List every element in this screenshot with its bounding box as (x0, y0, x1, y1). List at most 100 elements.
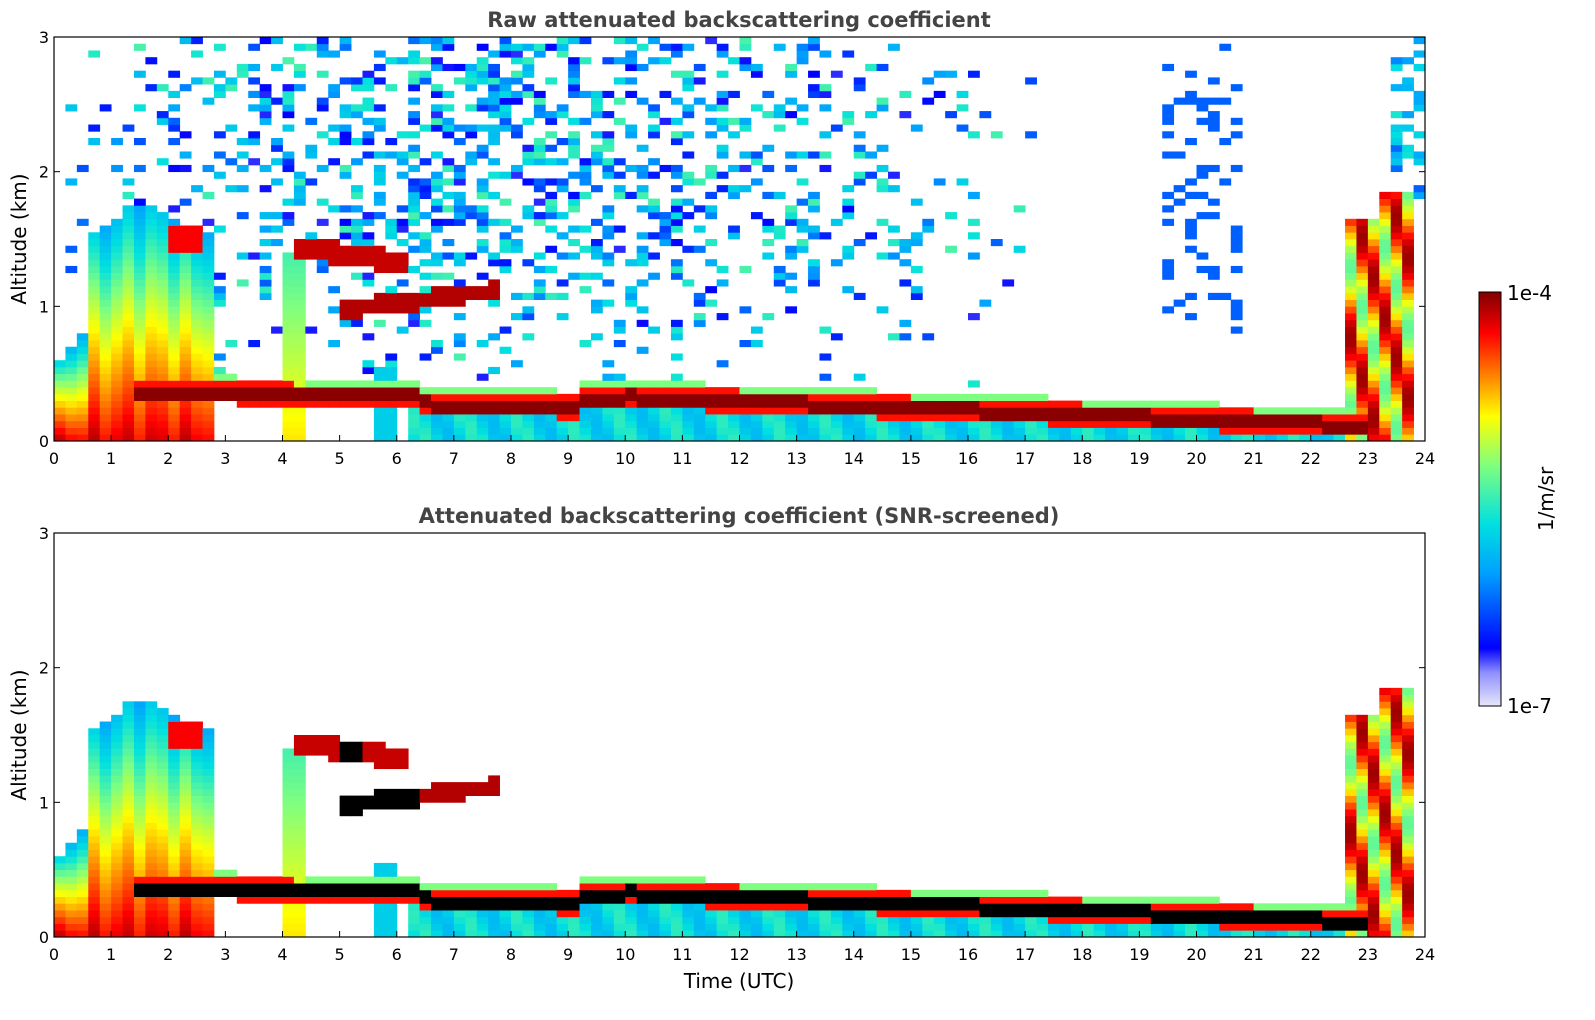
heatmap-cell (808, 151, 820, 159)
heatmap-cell (819, 50, 832, 58)
heatmap-cell (76, 387, 89, 395)
heatmap-cell (773, 916, 786, 924)
heatmap-cell (431, 185, 443, 193)
heatmap-cell (465, 151, 478, 159)
heatmap-cell (716, 407, 729, 415)
heatmap-cell (373, 245, 386, 253)
heatmap-cell (670, 212, 683, 220)
heatmap-cell (602, 164, 615, 173)
heatmap-cell (88, 400, 101, 408)
heatmap-cell (419, 889, 432, 897)
heatmap-cell (625, 434, 638, 442)
heatmap-cell (1402, 205, 1414, 213)
heatmap-cell (1002, 393, 1015, 401)
heatmap-cell (1402, 144, 1414, 152)
heatmap-cell (111, 420, 123, 428)
heatmap-cell (99, 360, 112, 368)
heatmap-cell (431, 387, 443, 395)
heatmap-cell (1379, 218, 1392, 226)
heatmap-cell (453, 313, 466, 321)
heatmap-cell (1413, 158, 1426, 166)
heatmap-cell (408, 77, 421, 85)
heatmap-cell (1379, 198, 1392, 206)
x-tick-label: 22 (1301, 449, 1321, 468)
heatmap-cell (1402, 373, 1414, 381)
heatmap-cell (522, 151, 535, 159)
heatmap-cell (762, 191, 775, 199)
heatmap-cell (1287, 414, 1300, 422)
heatmap-cell (88, 822, 101, 830)
heatmap-cell (385, 407, 398, 415)
heatmap-cell (1070, 923, 1083, 931)
heatmap-cell (693, 910, 706, 918)
heatmap-cell (156, 158, 169, 166)
heatmap-cell (1059, 414, 1072, 422)
heatmap-cell (1390, 380, 1403, 388)
heatmap-cell (99, 239, 112, 247)
heatmap-cell (853, 414, 866, 422)
heatmap-cell (682, 245, 695, 253)
heatmap-cell (351, 272, 363, 280)
heatmap-cell (1402, 346, 1414, 354)
heatmap-cell (431, 205, 443, 213)
heatmap-cell (968, 393, 980, 401)
heatmap-cell (442, 164, 455, 173)
heatmap-cell (316, 245, 329, 253)
x-tick-label: 2 (163, 449, 173, 468)
heatmap-cell (431, 252, 443, 260)
heatmap-cell (545, 910, 558, 918)
heatmap-cell (1196, 903, 1209, 911)
heatmap-cell (1299, 434, 1312, 442)
heatmap-cell (808, 37, 820, 45)
heatmap-cell (122, 387, 135, 395)
heatmap-cell (396, 131, 409, 139)
heatmap-cell (1013, 205, 1026, 213)
heatmap-cell (111, 313, 123, 321)
heatmap-cell (236, 151, 249, 159)
heatmap-cell (179, 741, 192, 749)
heatmap-cell (590, 111, 603, 119)
heatmap-cell (488, 286, 500, 294)
heatmap-cell (1310, 930, 1323, 938)
heatmap-cell (145, 420, 158, 428)
heatmap-cell (122, 910, 135, 918)
heatmap-cell (305, 889, 318, 897)
heatmap-cell (419, 178, 432, 186)
heatmap-cell (156, 117, 169, 125)
heatmap-cell (122, 225, 135, 233)
heatmap-cell (408, 144, 421, 152)
heatmap-cell (1367, 245, 1380, 253)
heatmap-cell (168, 319, 181, 327)
heatmap-cell (533, 923, 546, 931)
heatmap-cell (762, 903, 775, 911)
heatmap-cell (408, 185, 421, 193)
heatmap-cell (88, 802, 101, 810)
heatmap-cell (488, 252, 500, 260)
heatmap-cell (385, 84, 398, 92)
heatmap-cell (408, 164, 421, 173)
heatmap-cell (716, 70, 729, 78)
heatmap-cell (305, 144, 318, 152)
heatmap-cell (1356, 306, 1369, 314)
heatmap-cell (842, 407, 855, 415)
heatmap-cell (545, 131, 558, 139)
heatmap-cell (602, 903, 615, 911)
heatmap-cell (408, 131, 421, 139)
heatmap-cell (511, 313, 523, 321)
heatmap-cell (636, 889, 649, 897)
heatmap-cell (1402, 313, 1414, 321)
heatmap-cell (168, 761, 181, 770)
heatmap-cell (465, 420, 478, 428)
heatmap-cell (602, 131, 615, 139)
heatmap-cell (1322, 903, 1335, 911)
heatmap-cell (682, 930, 695, 938)
heatmap-cell (408, 232, 421, 240)
heatmap-cell (602, 916, 615, 924)
x-tick-label: 12 (729, 945, 749, 964)
heatmap-cell (590, 434, 603, 442)
heatmap-cell (773, 910, 786, 918)
heatmap-cell (1150, 903, 1163, 911)
heatmap-cell (682, 279, 695, 287)
x-tick-label: 7 (449, 449, 459, 468)
heatmap-cell (202, 862, 215, 871)
